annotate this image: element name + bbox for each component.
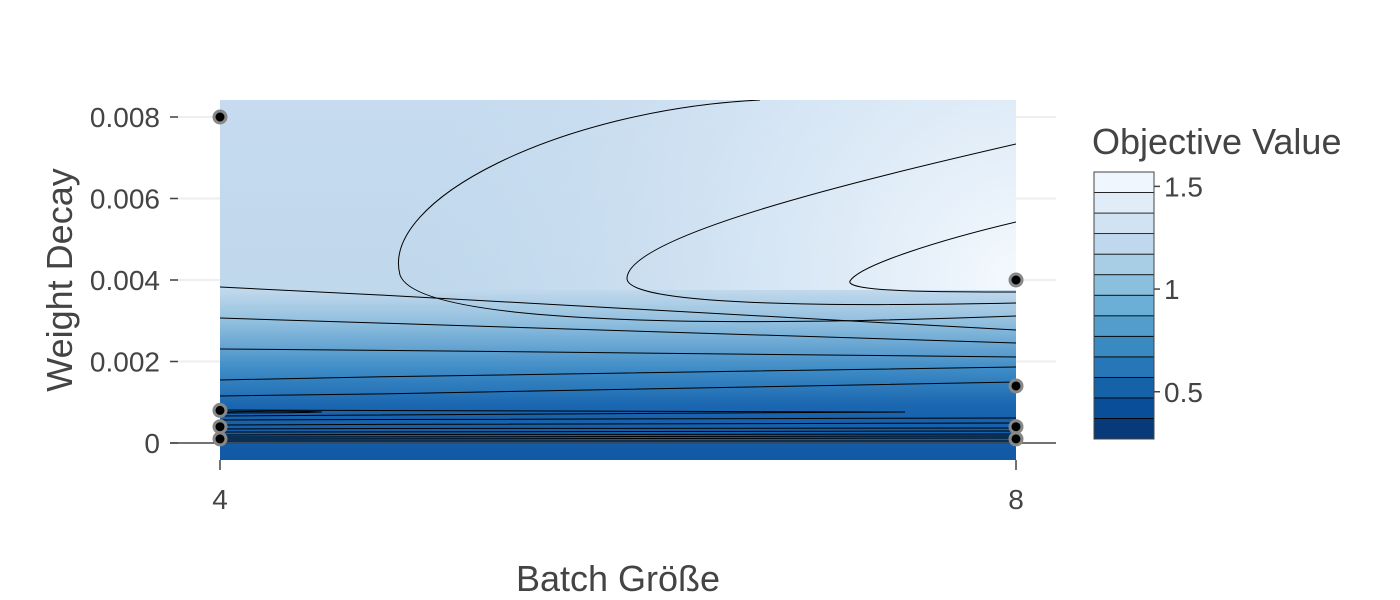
colorbar-band (1093, 233, 1155, 255)
contour-lines (220, 100, 1016, 442)
contour-line (220, 433, 1016, 436)
colorbar-band (1093, 418, 1155, 440)
contour-line (220, 317, 1016, 344)
contour-line (220, 422, 1016, 426)
trial-point (212, 109, 228, 125)
contour-line (397, 100, 1016, 323)
contour-plot-area (220, 100, 1016, 460)
trial-point (212, 419, 228, 435)
trial-point (1008, 272, 1024, 288)
colorbar-outline (1093, 171, 1155, 440)
contour-line (220, 430, 1016, 433)
colorbar-band (1093, 171, 1155, 193)
colorbar-tick-label: 1 (1164, 274, 1180, 305)
y-tick-label: 0.002 (90, 347, 160, 378)
trial-point (1008, 431, 1024, 447)
y-tick-label: 0.008 (90, 102, 160, 133)
contour-line (626, 143, 1016, 306)
y-tick-label: 0.004 (90, 265, 160, 296)
contour-line (220, 435, 1016, 438)
contour-line (220, 409, 906, 417)
colorbar-band (1093, 376, 1155, 399)
trial-point (1008, 378, 1024, 394)
colorbar-bands (1093, 171, 1155, 440)
colorbar-title: Objective Value (1092, 121, 1341, 162)
contour-line (220, 417, 1016, 421)
trial-point (1008, 419, 1024, 435)
colorbar-band (1093, 356, 1155, 378)
contour-line (220, 348, 1016, 358)
y-tick-label: 0 (144, 428, 160, 459)
y-tick-label: 0.006 (90, 184, 160, 215)
contour-line (220, 437, 1016, 440)
colorbar-tick-label: 1.5 (1164, 171, 1203, 202)
colorbar: Objective Value 0.5 1 1.5 (1092, 121, 1341, 440)
y-axis-title: Weight Decay (39, 168, 80, 391)
colorbar-band (1093, 253, 1155, 276)
x-tick-label: 8 (1008, 484, 1024, 515)
x-tick-label: 4 (212, 484, 228, 515)
colorbar-band (1093, 212, 1155, 235)
contour-highlight (220, 100, 1016, 290)
colorbar-band (1093, 192, 1155, 214)
colorbar-band (1093, 315, 1155, 337)
colorbar-tick-label: 0.5 (1164, 377, 1203, 408)
contour-line (849, 221, 1016, 293)
contour-line (220, 427, 1016, 430)
colorbar-band (1093, 397, 1155, 419)
colorbar-band (1093, 335, 1155, 358)
trial-markers (212, 109, 1024, 447)
colorbar-band (1093, 274, 1155, 296)
trial-point (212, 402, 228, 418)
contour-line (220, 410, 323, 414)
y-axis: 0 0.002 0.004 0.006 0.008 (90, 102, 178, 459)
colorbar-band (1093, 294, 1155, 317)
x-axis-title: Batch Größe (516, 558, 720, 599)
colorbar-ticks: 0.5 1 1.5 (1154, 171, 1203, 408)
contour-line (220, 381, 1016, 397)
contour-line (220, 366, 1016, 381)
trial-point (212, 431, 228, 447)
